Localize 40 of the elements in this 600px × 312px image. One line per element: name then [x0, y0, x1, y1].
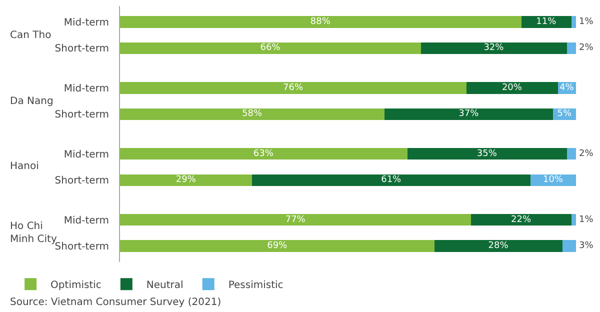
data-label: 37% [458, 109, 480, 120]
y-tick-label: Short-term [54, 44, 109, 55]
y-tick-label: Short-term [54, 242, 109, 253]
y-tick-label: Mid-term [64, 149, 109, 160]
text: Ho Chi Minh City [10, 221, 57, 245]
legend-label: Neutral [146, 280, 184, 292]
data-label: 20% [502, 82, 522, 93]
y-tick-label: Short-term [54, 176, 109, 187]
legend-label: Pessimistic [228, 280, 284, 292]
data-label: 2% [579, 43, 594, 53]
data-label: 28% [488, 241, 509, 252]
y-tick-label: Mid-term [64, 83, 109, 94]
data-label: 22% [511, 214, 532, 225]
data-label: 61% [381, 175, 402, 186]
text: Hanoi [10, 161, 39, 172]
data-label: 29% [176, 175, 196, 186]
data-label: 5% [557, 109, 572, 120]
legend-label: Optimistic [50, 280, 102, 292]
source-note: Source: Vietnam Consumer Survey (2021) [10, 297, 222, 308]
y-tick-label: Mid-term [64, 17, 109, 28]
data-label: 32% [484, 43, 504, 54]
data-label: 88% [310, 16, 331, 27]
data-label: 58% [242, 109, 262, 120]
data-label: 35% [476, 148, 498, 159]
data-label: 1% [579, 17, 594, 27]
data-label: 69% [267, 241, 288, 252]
text: Da Nang [10, 96, 54, 107]
y-tick-label: Short-term [54, 110, 109, 121]
data-label: 10% [542, 175, 564, 186]
data-label: 4% [560, 82, 574, 93]
data-label: 1% [579, 215, 594, 225]
data-label: 11% [536, 16, 557, 27]
data-label: 76% [283, 82, 304, 93]
data-label: 77% [285, 214, 306, 225]
data-label: 66% [260, 43, 281, 54]
data-label: 3% [579, 241, 594, 251]
y-tick-label: Mid-term [64, 215, 109, 226]
text: Can Tho [10, 30, 52, 41]
data-label: 63% [253, 148, 274, 159]
data-label: 2% [579, 149, 594, 159]
